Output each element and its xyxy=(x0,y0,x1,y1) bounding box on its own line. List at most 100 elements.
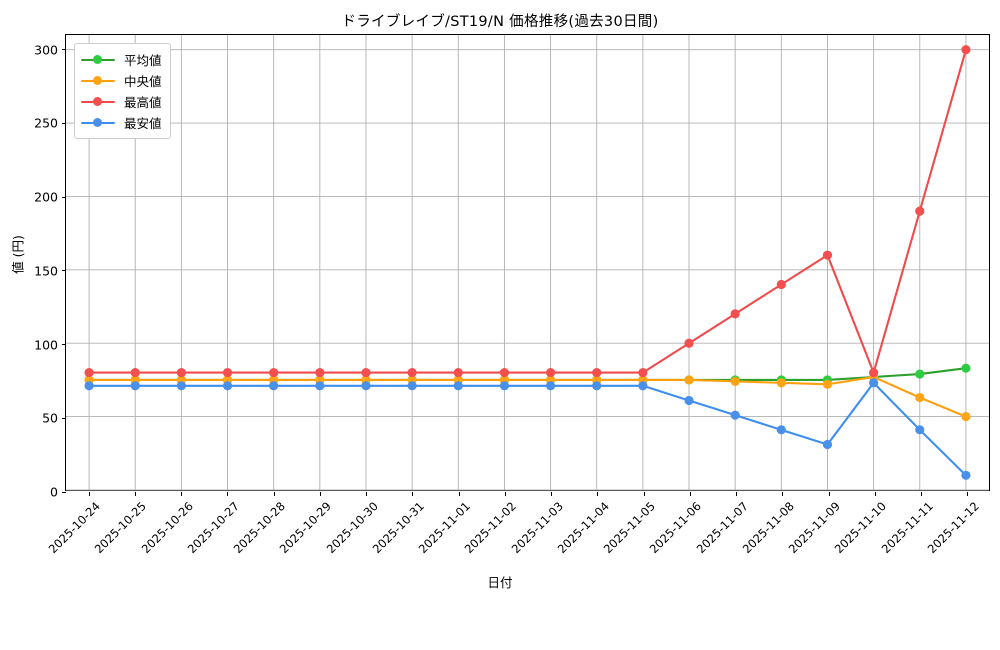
data-point xyxy=(176,368,186,378)
y-tick-label: 0 xyxy=(50,484,58,500)
data-point xyxy=(269,381,279,391)
y-tick-label: 50 xyxy=(42,410,58,426)
y-tick-mark xyxy=(62,196,66,198)
y-tick-label: 150 xyxy=(34,263,58,279)
legend-item[interactable]: 平均値 xyxy=(81,49,162,70)
chart-title: ドライブレイブ/ST19/N 価格推移(過去30日間) xyxy=(341,14,659,30)
x-tick-mark xyxy=(181,492,183,496)
data-point xyxy=(822,250,833,260)
data-point xyxy=(822,379,833,389)
data-point xyxy=(499,368,510,378)
y-tick-mark xyxy=(62,491,66,493)
x-tick-mark xyxy=(828,492,830,496)
data-point xyxy=(638,368,648,378)
data-point xyxy=(776,425,786,435)
chart-legend: 平均値中央値最高値最安値 xyxy=(74,43,171,139)
x-tick-mark xyxy=(134,492,136,496)
data-point xyxy=(684,375,694,385)
series-line xyxy=(88,367,967,381)
x-tick-mark xyxy=(458,492,460,496)
x-tick-mark xyxy=(736,492,738,496)
y-tick-mark xyxy=(62,270,66,272)
data-point xyxy=(776,279,786,290)
data-point xyxy=(684,338,694,348)
data-point xyxy=(638,381,648,391)
data-point xyxy=(222,368,233,378)
data-point xyxy=(592,381,602,391)
legend-item[interactable]: 最安値 xyxy=(81,112,162,133)
x-tick-mark xyxy=(504,492,506,496)
y-tick-mark xyxy=(62,344,66,346)
x-tick-mark xyxy=(782,492,784,496)
data-point xyxy=(130,381,140,391)
data-point xyxy=(776,378,786,388)
y-tick-label: 300 xyxy=(34,42,58,58)
plot-area: 0 50 100 150 200 250 300 2025-10-24 2025-10-25 2… xyxy=(34,34,990,556)
x-tick-mark xyxy=(874,492,876,496)
x-axis-label: 日付 xyxy=(487,575,513,590)
x-tick-mark xyxy=(227,492,229,496)
series-line xyxy=(88,375,967,418)
x-tick-mark xyxy=(689,492,691,496)
x-tick-mark xyxy=(366,492,368,496)
x-tick-mark xyxy=(412,492,414,496)
y-tick-label: 100 xyxy=(34,337,58,353)
data-point xyxy=(453,381,463,391)
data-point xyxy=(915,425,925,435)
data-point xyxy=(222,381,233,391)
y-tick-label: 250 xyxy=(34,115,58,131)
data-point xyxy=(407,368,417,378)
data-point xyxy=(361,381,371,391)
data-layer xyxy=(84,45,971,480)
data-point xyxy=(545,368,556,378)
series-line xyxy=(88,48,967,374)
data-point xyxy=(869,368,879,378)
data-point xyxy=(269,368,279,378)
data-point xyxy=(592,368,602,378)
series-line xyxy=(88,381,967,477)
data-point xyxy=(915,369,925,379)
data-point xyxy=(961,412,971,422)
data-point xyxy=(315,368,325,378)
data-point xyxy=(961,363,971,373)
data-point xyxy=(730,376,740,386)
data-point xyxy=(361,368,371,378)
data-point xyxy=(545,381,556,391)
chart-figure: ドライブレイブ/ST19/N 価格推移(過去30日間) 値 (円) 日付 0 50… xyxy=(10,14,990,590)
x-tick-mark xyxy=(921,492,923,496)
data-point xyxy=(822,439,833,450)
legend-swatch-icon xyxy=(81,96,115,108)
y-axis-label: 値 (円) xyxy=(10,235,26,274)
data-point xyxy=(684,395,694,406)
data-point xyxy=(915,206,925,216)
legend-label: 中央値 xyxy=(124,74,162,89)
x-tick-mark xyxy=(643,492,645,496)
data-point xyxy=(315,381,325,391)
data-point xyxy=(730,410,740,420)
legend-label: 最安値 xyxy=(124,116,162,131)
x-tick-mark xyxy=(551,492,553,496)
grid-layer xyxy=(66,35,989,491)
data-point xyxy=(176,381,186,391)
legend-swatch-icon xyxy=(81,117,115,129)
data-point xyxy=(961,470,971,480)
data-point xyxy=(499,381,510,391)
y-tick-mark xyxy=(62,122,66,125)
legend-item[interactable]: 最高値 xyxy=(81,91,162,112)
data-point xyxy=(730,309,740,319)
x-tick-mark xyxy=(967,492,969,496)
legend-label: 最高値 xyxy=(124,95,162,110)
y-tick-label: 200 xyxy=(34,189,58,205)
data-point xyxy=(84,381,94,391)
x-tick-mark xyxy=(273,492,275,496)
y-tick-mark xyxy=(62,417,66,419)
data-point xyxy=(84,368,94,378)
legend-swatch-icon xyxy=(81,54,115,66)
data-point xyxy=(869,378,879,388)
legend-label: 平均値 xyxy=(124,53,162,68)
x-tick-mark xyxy=(88,492,90,496)
x-tick-mark xyxy=(597,492,599,496)
legend-swatch-icon xyxy=(81,75,115,87)
x-tick-mark xyxy=(319,492,321,496)
legend-item[interactable]: 中央値 xyxy=(81,70,162,91)
